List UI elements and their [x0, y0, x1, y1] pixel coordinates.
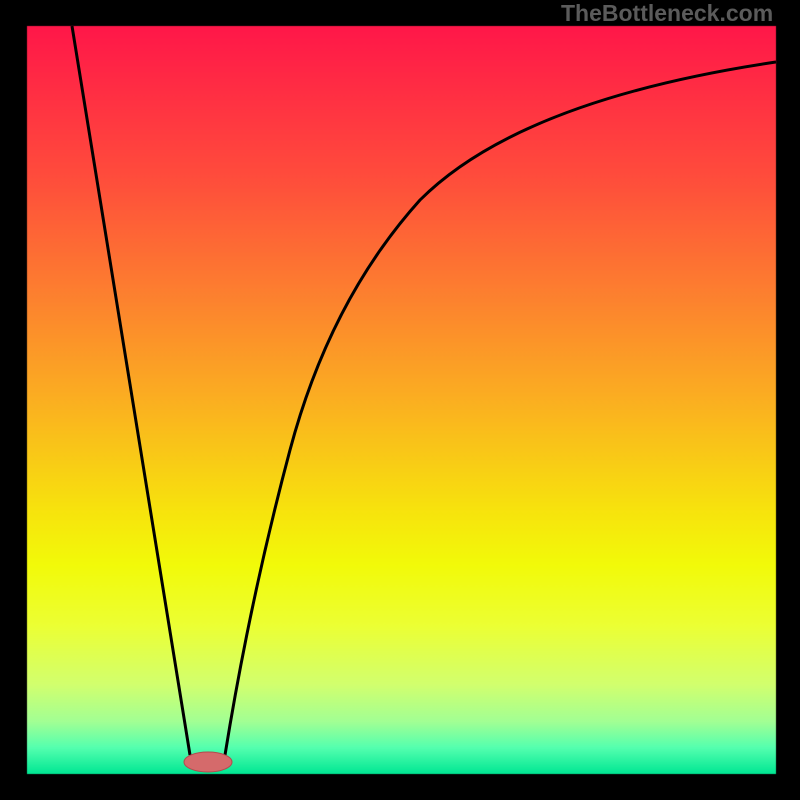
site-attribution-label: TheBottleneck.com — [561, 0, 773, 27]
chart-container: TheBottleneck.com — [0, 0, 800, 800]
overlay-svg — [0, 0, 800, 800]
left-curve-line — [72, 26, 190, 755]
right-curve-path — [225, 62, 776, 755]
bottleneck-marker — [184, 752, 232, 772]
